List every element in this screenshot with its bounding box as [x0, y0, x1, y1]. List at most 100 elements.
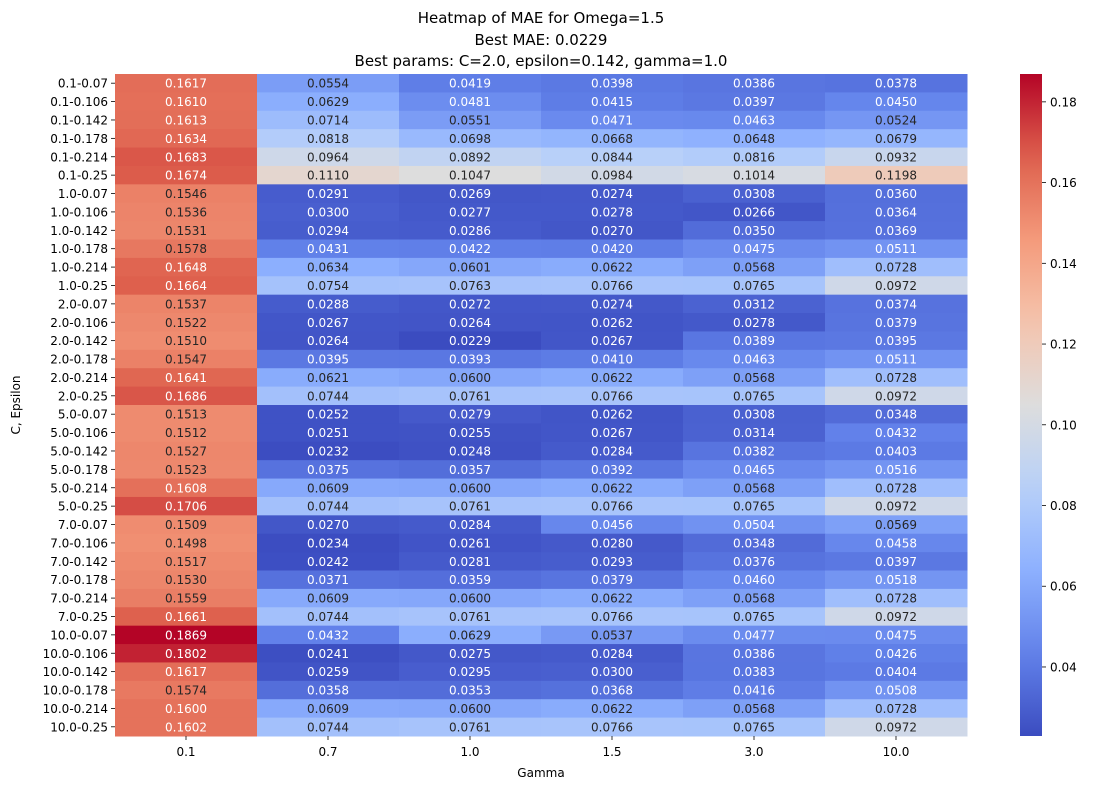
heatmap-cell: [683, 368, 826, 388]
cell-value-label: 0.0622: [591, 261, 633, 275]
heatmap-cell: [115, 257, 258, 277]
cell-value-label: 0.1546: [165, 187, 207, 201]
y-tick-label: 2.0-0.142: [50, 334, 108, 348]
heatmap-cell: [399, 110, 542, 130]
heatmap-cell: [257, 74, 400, 93]
cell-value-label: 0.0754: [307, 279, 349, 293]
cell-value-label: 0.0398: [591, 77, 633, 91]
heatmap-cell: [257, 441, 400, 461]
cell-value-label: 0.1530: [165, 573, 207, 587]
cell-value-label: 0.1522: [165, 316, 207, 330]
cell-value-label: 0.0376: [733, 555, 775, 569]
cell-value-label: 0.0378: [875, 77, 917, 91]
heatmap-cell: [399, 680, 542, 700]
cell-value-label: 0.1537: [165, 297, 207, 311]
cell-value-label: 0.0426: [875, 647, 917, 661]
y-tick-label: 5.0-0.214: [50, 481, 108, 495]
heatmap-cell: [257, 331, 400, 351]
x-axis-ticks: 0.1 0.7 1.0 1.5 3.0 10.0: [176, 736, 909, 759]
cell-value-label: 0.0234: [307, 536, 349, 550]
cell-value-label: 0.0386: [733, 647, 775, 661]
heatmap-cell: [683, 552, 826, 571]
cell-value-label: 0.0404: [875, 665, 917, 679]
heatmap-cell: [825, 349, 968, 369]
cell-value-label: 0.0348: [875, 408, 917, 422]
cell-value-label: 0.1641: [165, 371, 207, 385]
heatmap-cell: [115, 110, 258, 130]
y-tick-label: 7.0-0.07: [58, 518, 108, 532]
cell-value-label: 0.0300: [307, 205, 349, 219]
cell-value-label: 0.1600: [165, 702, 207, 716]
cell-value-label: 0.0272: [449, 297, 491, 311]
y-tick-label: 5.0-0.142: [50, 444, 108, 458]
heatmap-cell: [825, 74, 968, 93]
cell-value-label: 0.0374: [875, 297, 917, 311]
heatmap-cell: [257, 515, 400, 535]
heatmap-cell: [825, 165, 968, 185]
heatmap-cell: [115, 331, 258, 351]
heatmap-cell: [399, 368, 542, 388]
cell-value-label: 0.0274: [591, 297, 633, 311]
cell-value-label: 0.0648: [733, 132, 775, 146]
cell-value-label: 0.0458: [875, 536, 917, 550]
cell-value-label: 0.0622: [591, 371, 633, 385]
heatmap-cell: [115, 239, 258, 259]
heatmap-cell: [399, 588, 542, 608]
cell-value-label: 0.1014: [733, 169, 775, 183]
heatmap-cell: [257, 221, 400, 240]
heatmap-cell: [683, 680, 826, 700]
cell-value-label: 0.0266: [733, 205, 775, 219]
heatmap-cell: [399, 570, 542, 590]
cell-value-label: 0.0765: [733, 610, 775, 624]
heatmap-cell: [115, 460, 258, 480]
y-tick-label: 10.0-0.07: [50, 628, 108, 642]
y-tick-label: 7.0-0.25: [58, 610, 108, 624]
heatmap-cell: [825, 92, 968, 112]
cell-value-label: 0.1802: [165, 647, 207, 661]
cell-value-label: 0.0766: [591, 610, 633, 624]
cell-value-label: 0.0383: [733, 665, 775, 679]
cell-value-label: 0.0295: [449, 665, 491, 679]
cell-value-label: 0.0359: [449, 573, 491, 587]
y-tick-label: 1.0-0.106: [50, 205, 108, 219]
cell-value-label: 0.0241: [307, 647, 349, 661]
cell-value-label: 0.0508: [875, 684, 917, 698]
cell-value-label: 0.0972: [875, 279, 917, 293]
cell-value-label: 0.0460: [733, 573, 775, 587]
heatmap-cell: [115, 349, 258, 369]
heatmap-cell: [541, 331, 684, 351]
y-tick-label: 2.0-0.214: [50, 371, 108, 385]
heatmap-cell: [683, 184, 826, 204]
heatmap-cell: [683, 386, 826, 406]
cell-value-label: 0.0432: [875, 426, 917, 440]
cell-value-label: 0.0422: [449, 242, 491, 256]
cell-value-label: 0.1574: [165, 684, 207, 698]
cell-value-label: 0.0744: [307, 500, 349, 514]
cell-value-label: 0.0416: [733, 684, 775, 698]
heatmap-cell: [399, 699, 542, 719]
heatmap-cell: [399, 165, 542, 185]
cell-value-label: 0.0360: [875, 187, 917, 201]
cell-value-label: 0.0569: [875, 518, 917, 532]
cell-value-label: 0.0267: [591, 334, 633, 348]
cell-value-label: 0.0259: [307, 665, 349, 679]
cell-value-label: 0.0397: [875, 555, 917, 569]
cell-value-label: 0.0568: [733, 261, 775, 275]
heatmap-cell: [399, 607, 542, 627]
cell-value-label: 0.1523: [165, 463, 207, 477]
heatmap-cell: [257, 386, 400, 406]
y-tick-label: 0.1-0.07: [58, 77, 108, 91]
cell-value-label: 0.1517: [165, 555, 207, 569]
heatmap-cell: [683, 165, 826, 185]
y-tick-label: 10.0-0.25: [50, 720, 108, 734]
cell-value-label: 0.0621: [307, 371, 349, 385]
heatmap-cell: [825, 460, 968, 480]
cell-value-label: 0.0551: [449, 113, 491, 127]
heatmap-cell: [257, 478, 400, 498]
cell-value-label: 0.0369: [875, 224, 917, 238]
cell-value-label: 0.0284: [591, 647, 633, 661]
heatmap-cell: [115, 276, 258, 296]
cell-value-label: 0.1047: [449, 169, 491, 183]
x-tick-label: 3.0: [744, 745, 763, 759]
